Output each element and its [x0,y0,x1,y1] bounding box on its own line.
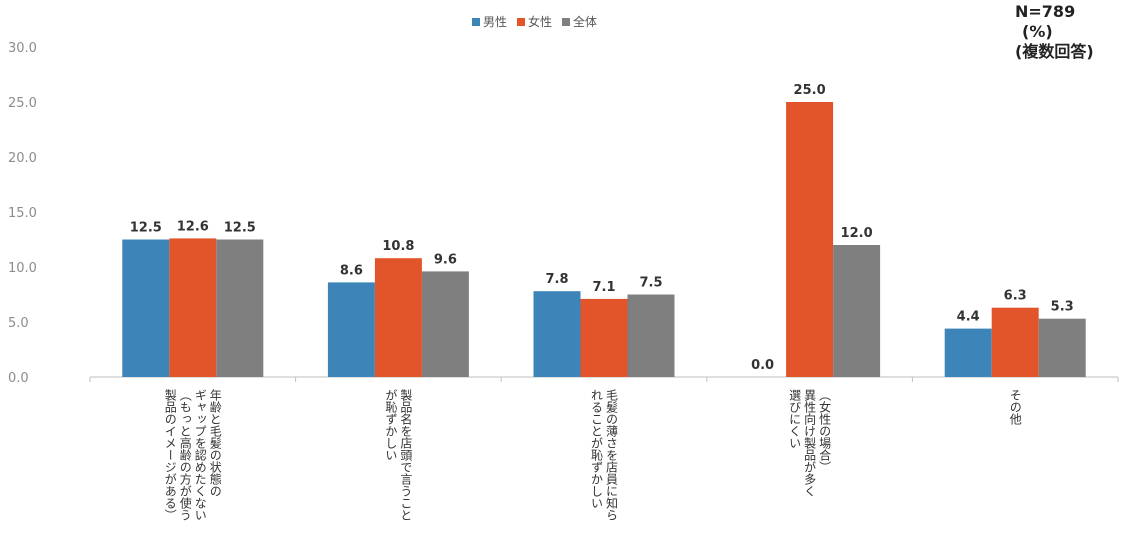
bar-female [786,102,834,377]
data-label: 9.6 [434,252,457,267]
category-label: が恥ずかしい [384,389,398,461]
y-tick-label: 15.0 [8,206,37,221]
data-label: 6.3 [1004,289,1027,304]
legend-swatch-total [562,17,571,26]
legend-swatch-female [517,17,526,26]
y-tick-label: 30.0 [8,41,37,56]
data-label: 5.3 [1051,300,1074,315]
data-label: 12.5 [224,221,256,236]
bar-total [1038,318,1086,377]
category-label: ギャップを認めたくない [193,389,207,521]
data-label: 8.6 [340,263,363,278]
category-label: （もっと高齢の方が使う [178,389,192,521]
y-tick-label: 5.0 [8,316,29,331]
category-label: 選びにくい [788,389,802,449]
bar-female [991,307,1039,377]
data-label: 10.8 [382,239,414,254]
multiple-answer-label: (複数回答) [1015,42,1094,61]
legend-label-total: 全体 [573,15,598,29]
legend-item-total: 全体 [562,13,597,30]
bar-male [122,239,170,377]
bar-total [833,245,881,377]
y-tick-label: 10.0 [8,261,37,276]
category-label: 異性向け製品が多く [803,389,817,497]
data-label: 7.5 [639,276,662,291]
category-label: （女性の場合） [818,389,832,473]
bar-male [533,291,581,377]
category-label: その他 [1008,389,1022,425]
legend: 男性 女性 全体 [472,13,597,30]
bar-female [580,298,628,377]
data-label: 7.8 [545,272,568,287]
y-tick-label: 20.0 [8,151,37,166]
bar-total [627,294,675,377]
data-label: 7.1 [592,280,615,295]
legend-swatch-male [472,17,480,26]
data-label: 12.5 [130,221,162,236]
category-label: 製品名を店頭で言うこと [399,389,413,521]
data-label: 12.6 [177,219,209,234]
data-label: 12.0 [841,226,873,241]
legend-item-male: 男性 [472,13,507,30]
y-tick-label: 25.0 [8,96,37,111]
bar-male [327,282,375,377]
category-label: 毛髪の薄さを店員に知ら [605,389,619,521]
bar-female [374,258,422,377]
bar-total [216,239,264,377]
category-label: れることが恥ずかしい [590,389,604,509]
data-label: 0.0 [751,358,774,373]
category-label: 製品のイメージがある） [163,389,177,521]
legend-label-male: 男性 [483,15,508,29]
data-label: 4.4 [957,310,980,325]
bar-total [421,271,469,377]
category-label: 年齢と毛髪の状態の [208,389,222,497]
y-tick-label: 0.0 [8,371,29,386]
legend-label-female: 女性 [528,15,553,29]
sample-size-label: N=789 [1015,2,1076,21]
bar-female [169,238,217,377]
bar-male [944,328,992,377]
data-label: 25.0 [794,83,826,98]
legend-item-female: 女性 [517,13,552,30]
unit-label: (%) [1022,22,1053,41]
